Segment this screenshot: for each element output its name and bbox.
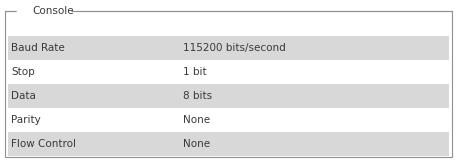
Text: Flow Control: Flow Control <box>11 139 76 149</box>
Text: Console: Console <box>32 7 74 16</box>
Text: Data: Data <box>11 91 36 101</box>
Text: None: None <box>183 115 210 125</box>
Bar <box>8 36 449 60</box>
Text: None: None <box>183 139 210 149</box>
Bar <box>8 108 449 132</box>
Text: Baud Rate: Baud Rate <box>11 43 65 53</box>
Bar <box>8 60 449 84</box>
Text: 1 bit: 1 bit <box>183 67 207 77</box>
Text: Parity: Parity <box>11 115 41 125</box>
Text: 8 bits: 8 bits <box>183 91 212 101</box>
Bar <box>5 11 452 157</box>
Bar <box>8 132 449 156</box>
Text: 115200 bits/second: 115200 bits/second <box>183 43 286 53</box>
Bar <box>8 84 449 108</box>
Text: Stop: Stop <box>11 67 35 77</box>
